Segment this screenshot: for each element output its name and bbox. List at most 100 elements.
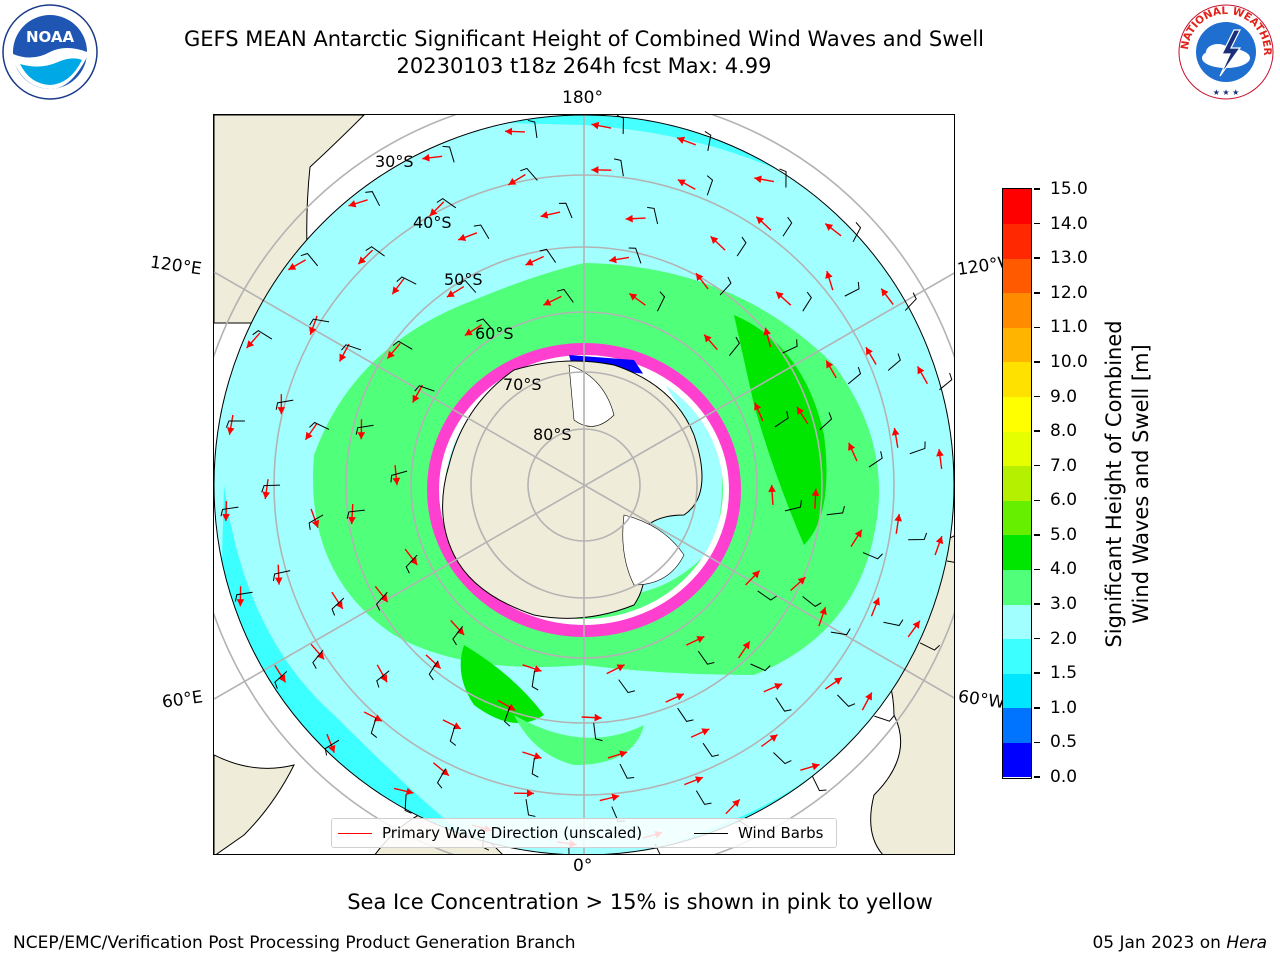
wave-arrow-head [387, 350, 395, 359]
wave-arrow-head [917, 366, 925, 375]
colorbar-segment [1003, 500, 1031, 536]
wind-barb [220, 506, 239, 517]
legend-barb-label: Wind Barbs [738, 824, 824, 842]
wind-barb [750, 663, 771, 672]
lat-label-50s: 50°S [444, 270, 483, 289]
graticule [214, 115, 954, 854]
lat-label-70s: 70°S [503, 375, 542, 394]
wave-arrow-head [311, 519, 320, 528]
wind-barb [324, 739, 340, 756]
wind-barb [442, 145, 455, 163]
wave-arrow-head [277, 407, 286, 415]
wind-barb [520, 167, 538, 181]
wind-barb [719, 276, 732, 296]
colorbar-segment [1003, 742, 1031, 778]
wave-arrow-head [796, 406, 804, 415]
wave-arrow-head [446, 290, 455, 298]
wave-arrow-head [774, 683, 783, 691]
colorbar-segment [1003, 258, 1031, 294]
wind-barb [558, 202, 573, 219]
lat-label-60s: 60°S [475, 324, 514, 343]
colorbar-segment [1003, 534, 1031, 570]
wind-barb [775, 697, 792, 712]
footer-date: 05 Jan 2023 on Hera [1092, 933, 1267, 953]
colorbar-tick-label: 8.0 [1034, 422, 1094, 440]
wind-barb [883, 619, 904, 627]
wind-barb [837, 694, 856, 707]
nws-logo: NATIONAL WEATHER SERVICE ★ ★ ★ [1176, 2, 1274, 100]
colorbar-tick-label: 0.5 [1034, 733, 1094, 751]
colorbar-tick-label: 0.0 [1034, 768, 1094, 786]
wind-barb [656, 291, 666, 312]
wave-arrow-head [865, 347, 873, 356]
wave-arrow-head [339, 353, 347, 362]
wave-arrow-head [865, 692, 872, 701]
wave-arrow-head [797, 577, 806, 585]
wind-barb [908, 532, 928, 541]
wind-barb [774, 411, 789, 428]
wave-arrow-head [825, 271, 833, 279]
wind-barb [234, 591, 253, 602]
wave-arrow-head [422, 154, 430, 162]
wind-barb [706, 175, 714, 196]
wind-barb [376, 670, 390, 688]
colorbar-tick-label: 7.0 [1034, 457, 1094, 475]
polar-map [213, 114, 955, 855]
colorbar-segment [1003, 292, 1031, 328]
wind-barb [365, 246, 385, 257]
wave-arrow-head [769, 734, 778, 742]
wind-barb [225, 420, 245, 428]
wind-barb [613, 158, 624, 177]
wind-barb [312, 649, 324, 669]
wind-barb [844, 281, 860, 297]
colorbar-segment [1003, 604, 1031, 640]
wind-barb [782, 339, 798, 354]
wind-barb [802, 596, 822, 607]
wind-barb [736, 236, 747, 257]
wave-arrow-head [380, 674, 387, 683]
wave-arrow-head [826, 360, 834, 369]
wave-arrow-head [525, 258, 534, 266]
wind-barb [593, 722, 603, 742]
wave-arrow-head [456, 627, 465, 636]
wind-barb [525, 799, 536, 817]
lon-label-0: 0° [573, 856, 593, 876]
wind-barb [428, 660, 439, 681]
wind-barb [261, 484, 281, 493]
wave-arrow-head [611, 793, 620, 802]
wind-barb [909, 441, 926, 455]
wave-arrow-head [316, 651, 325, 660]
lat-label-40s: 40°S [413, 213, 452, 232]
wave-arrow-head [695, 776, 703, 784]
colorbar-tick-label: 4.0 [1034, 560, 1094, 578]
lat-label-30s: 30°S [375, 152, 414, 171]
legend-wave-swatch [338, 833, 372, 834]
lon-label-60w: 60°W [956, 686, 1007, 714]
wind-barb [527, 119, 538, 138]
wave-arrow-head [619, 750, 628, 758]
wave-arrow-head [763, 327, 771, 336]
wave-arrow-head [894, 514, 902, 522]
wind-barbs [220, 115, 954, 854]
wind-barb [539, 248, 557, 263]
wave-arrow-head [533, 752, 542, 760]
colorbar-tick-label: 14.0 [1034, 215, 1094, 233]
wind-barb [405, 554, 418, 574]
wind-barb [811, 775, 827, 792]
colorbar-segment [1003, 569, 1031, 605]
wind-barb [619, 763, 635, 779]
colorbar-segment [1003, 465, 1031, 501]
wave-arrow-head [392, 286, 400, 295]
wind-barb [331, 597, 345, 616]
wind-barb [504, 706, 511, 727]
wind-barb [830, 628, 851, 636]
wind-barb [887, 353, 901, 371]
lon-label-120e: 120°E [148, 252, 203, 280]
wave-arrow-head [309, 326, 317, 335]
wave-arrow-head [348, 516, 356, 525]
wind-barb [697, 650, 715, 665]
wave-direction-arrows [222, 121, 944, 848]
wind-barb [404, 794, 412, 814]
footer-date-text: 05 Jan 2023 on [1092, 933, 1221, 953]
wave-arrow-head [405, 787, 414, 796]
